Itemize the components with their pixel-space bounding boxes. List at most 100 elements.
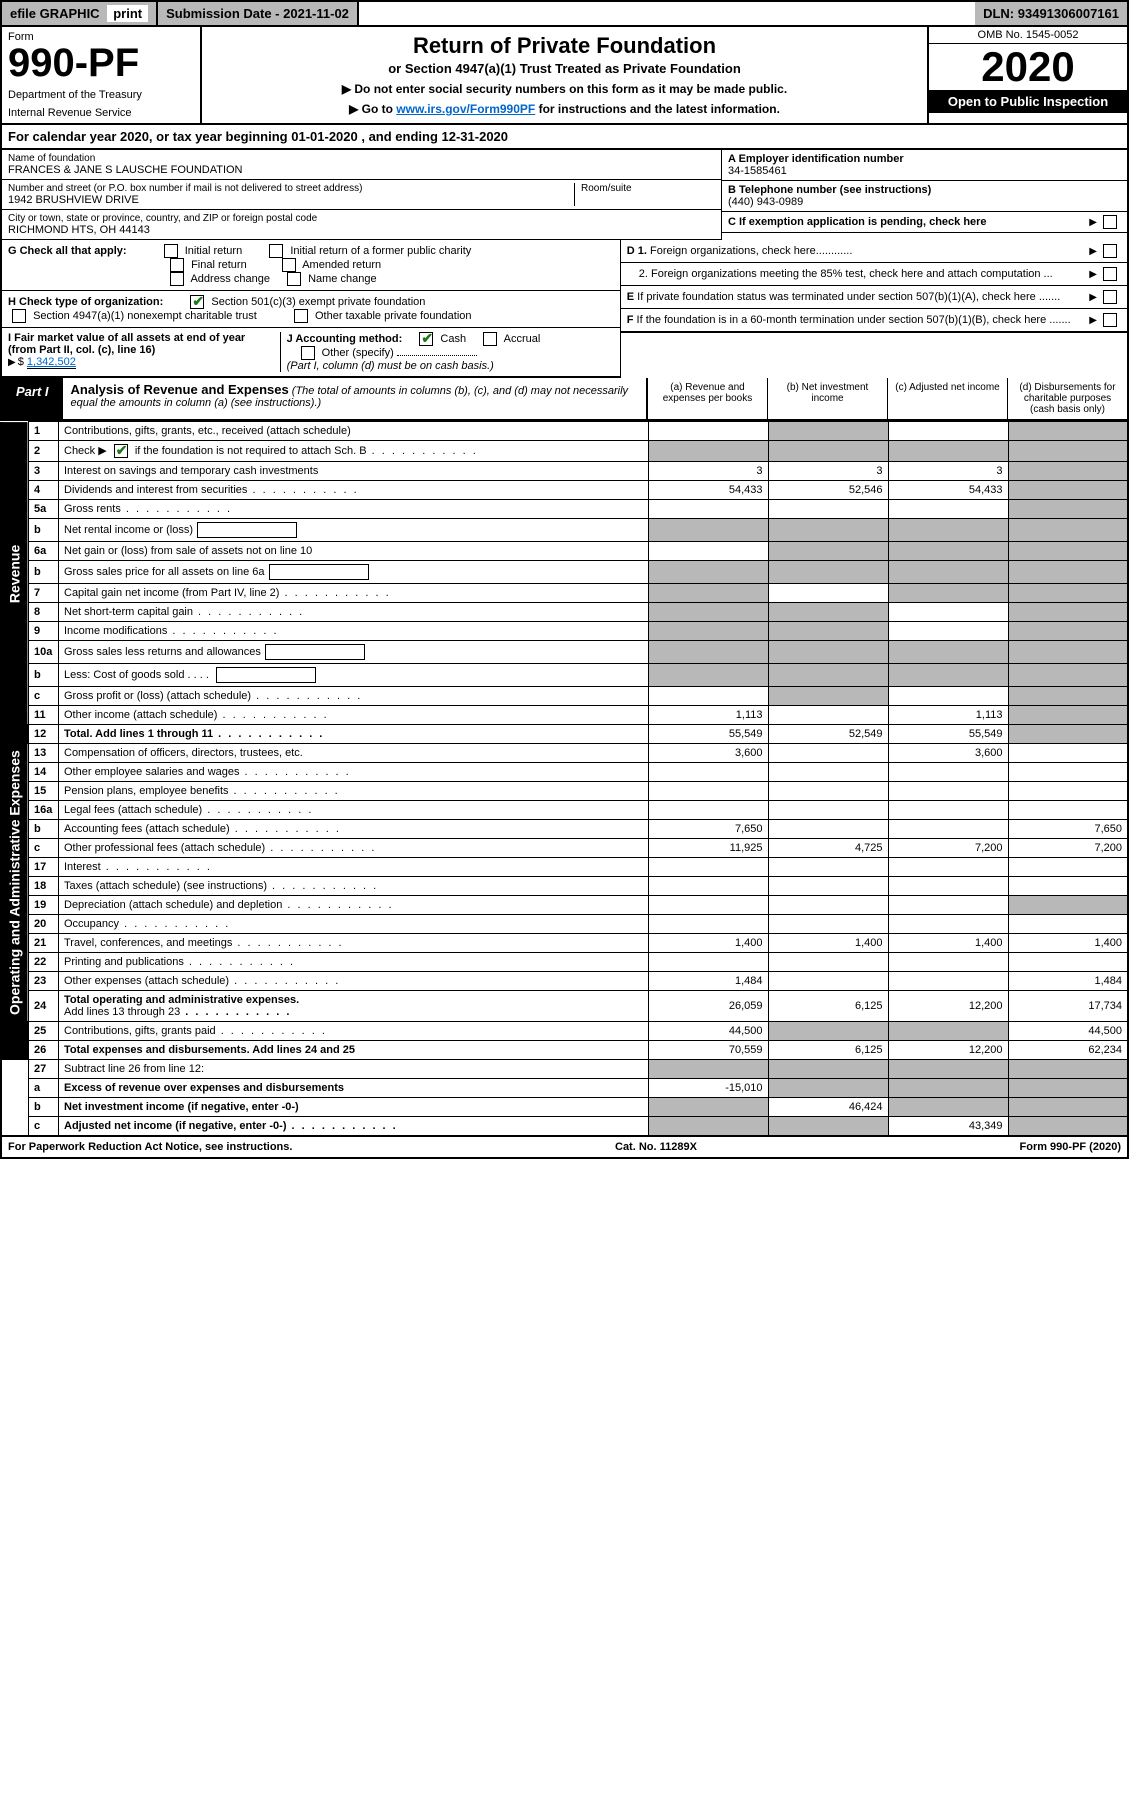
page-footer: For Paperwork Reduction Act Notice, see … <box>0 1137 1129 1159</box>
table-row: 16aLegal fees (attach schedule) <box>1 801 1128 820</box>
table-row: 11Other income (attach schedule) 1,1131,… <box>1 706 1128 725</box>
col-d-hdr: (d) Disbursements for charitable purpose… <box>1007 378 1127 419</box>
table-row: 8Net short-term capital gain <box>1 603 1128 622</box>
section-f: F If the foundation is in a 60-month ter… <box>621 309 1127 333</box>
print-button[interactable]: print <box>107 5 148 22</box>
checkbox-initial-return[interactable] <box>164 244 178 258</box>
table-row: 5aGross rents <box>1 500 1128 519</box>
part1-header: Part I Analysis of Revenue and Expenses … <box>0 378 1129 421</box>
col-a-hdr: (a) Revenue and expenses per books <box>647 378 767 419</box>
inline-input[interactable] <box>269 564 369 580</box>
checkbox-501c3[interactable] <box>190 295 204 309</box>
inline-input[interactable] <box>197 522 297 538</box>
foundation-name-cell: Name of foundation FRANCES & JANE S LAUS… <box>2 150 721 180</box>
checkbox-accrual[interactable] <box>483 332 497 346</box>
footer-right: Form 990-PF (2020) <box>1020 1141 1121 1153</box>
col-b-hdr: (b) Net investment income <box>767 378 887 419</box>
header-note1: ▶ Do not enter social security numbers o… <box>208 82 921 96</box>
section-j: J Accounting method: Cash Accrual Other … <box>281 332 614 372</box>
tax-year: 2020 <box>929 44 1127 90</box>
section-d2: 2. Foreign organizations meeting the 85%… <box>621 263 1127 286</box>
section-e: E If private foundation status was termi… <box>621 286 1127 309</box>
table-row: 19Depreciation (attach schedule) and dep… <box>1 896 1128 915</box>
table-row: cOther professional fees (attach schedul… <box>1 839 1128 858</box>
table-row: 15Pension plans, employee benefits <box>1 782 1128 801</box>
top-bar: efile GRAPHIC print Submission Date - 20… <box>0 0 1129 27</box>
table-row: 7Capital gain net income (from Part IV, … <box>1 584 1128 603</box>
revenue-side-label: Revenue <box>1 422 29 725</box>
checkbox-other-taxable[interactable] <box>294 309 308 323</box>
omb-number: OMB No. 1545-0052 <box>929 27 1127 44</box>
footer-left: For Paperwork Reduction Act Notice, see … <box>8 1141 292 1153</box>
table-row: 18Taxes (attach schedule) (see instructi… <box>1 877 1128 896</box>
checkbox-amended[interactable] <box>282 258 296 272</box>
checkbox-4947a1[interactable] <box>12 309 26 323</box>
ein-cell: A Employer identification number 34-1585… <box>722 150 1127 181</box>
table-row: 20Occupancy <box>1 915 1128 934</box>
section-h: H Check type of organization: Section 50… <box>2 291 620 328</box>
header-mid: Return of Private Foundation or Section … <box>202 27 927 123</box>
table-row: 22Printing and publications <box>1 953 1128 972</box>
checkbox-name-change[interactable] <box>287 272 301 286</box>
entity-info-right: A Employer identification number 34-1585… <box>722 150 1127 240</box>
arrow-icon <box>1089 245 1099 257</box>
checkbox-c[interactable] <box>1103 215 1117 229</box>
checkbox-address-change[interactable] <box>170 272 184 286</box>
entity-info: Name of foundation FRANCES & JANE S LAUS… <box>0 150 1129 240</box>
header-left: Form 990-PF Department of the Treasury I… <box>2 27 202 123</box>
efile-text: efile GRAPHIC <box>10 6 100 21</box>
efile-badge: efile GRAPHIC print <box>2 2 158 25</box>
checkbox-e[interactable] <box>1103 290 1117 304</box>
table-row: bNet investment income (if negative, ent… <box>1 1098 1128 1117</box>
checkbox-sections: G Check all that apply: Initial return I… <box>0 240 1129 378</box>
form-header: Form 990-PF Department of the Treasury I… <box>0 27 1129 125</box>
checkbox-initial-former[interactable] <box>269 244 283 258</box>
table-row-total: 24 Total operating and administrative ex… <box>1 991 1128 1022</box>
table-row: 23Other expenses (attach schedule) 1,484… <box>1 972 1128 991</box>
table-row: cGross profit or (loss) (attach schedule… <box>1 687 1128 706</box>
table-row: bLess: Cost of goods sold . . . . <box>1 664 1128 687</box>
checkbox-cash[interactable] <box>419 332 433 346</box>
col-c-hdr: (c) Adjusted net income <box>887 378 1007 419</box>
part1-label: Part I <box>2 378 63 419</box>
checkbox-d2[interactable] <box>1103 267 1117 281</box>
table-row: bNet rental income or (loss) <box>1 519 1128 542</box>
inline-input[interactable] <box>216 667 316 683</box>
table-row: Revenue 1Contributions, gifts, grants, e… <box>1 422 1128 441</box>
checkbox-schb[interactable] <box>114 444 128 458</box>
checkbox-d1[interactable] <box>1103 244 1117 258</box>
table-row: bGross sales price for all assets on lin… <box>1 561 1128 584</box>
table-row: 9Income modifications <box>1 622 1128 641</box>
arrow-icon <box>1089 291 1099 303</box>
section-c: C If exemption application is pending, c… <box>722 212 1127 233</box>
arrow-icon <box>1089 314 1099 326</box>
table-row: 14Other employee salaries and wages <box>1 763 1128 782</box>
table-row: 4Dividends and interest from securities … <box>1 481 1128 500</box>
irs-label: Internal Revenue Service <box>8 107 194 119</box>
address-cell: Number and street (or P.O. box number if… <box>2 180 721 210</box>
table-row: aExcess of revenue over expenses and dis… <box>1 1079 1128 1098</box>
arrow-icon <box>1089 268 1099 280</box>
oae-side-label: Operating and Administrative Expenses <box>1 744 29 1022</box>
city-cell: City or town, state or province, country… <box>2 210 721 240</box>
phone-cell: B Telephone number (see instructions) (4… <box>722 181 1127 212</box>
checkbox-f[interactable] <box>1103 313 1117 327</box>
open-public-badge: Open to Public Inspection <box>929 90 1127 113</box>
form990pf-link[interactable]: www.irs.gov/Form990PF <box>396 102 535 116</box>
table-row-total: 26Total expenses and disbursements. Add … <box>1 1041 1128 1060</box>
inline-input[interactable] <box>265 644 365 660</box>
table-row: cAdjusted net income (if negative, enter… <box>1 1117 1128 1137</box>
arrow-icon <box>1089 216 1099 228</box>
arrow-icon <box>8 356 18 368</box>
table-row: 17Interest <box>1 858 1128 877</box>
form-title: Return of Private Foundation <box>208 33 921 59</box>
submission-date: Submission Date - 2021-11-02 <box>158 2 359 25</box>
checkbox-final-return[interactable] <box>170 258 184 272</box>
fmv-link[interactable]: 1,342,502 <box>27 356 76 369</box>
checkbox-other-method[interactable] <box>301 346 315 360</box>
table-row: Operating and Administrative Expenses 13… <box>1 744 1128 763</box>
part1-table: Revenue 1Contributions, gifts, grants, e… <box>0 421 1129 1137</box>
header-note2: ▶ Go to www.irs.gov/Form990PF for instru… <box>208 102 921 116</box>
table-row: 25Contributions, gifts, grants paid 44,5… <box>1 1022 1128 1041</box>
form-number: 990-PF <box>8 43 194 83</box>
